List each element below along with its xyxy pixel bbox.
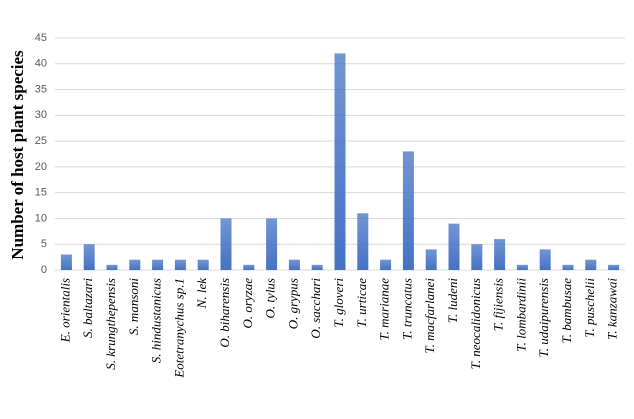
bar — [585, 259, 597, 270]
y-tick-label: 40 — [35, 58, 47, 70]
x-tick-label: T. ludeni — [445, 278, 460, 324]
bar — [220, 218, 232, 270]
x-tick-label: T. macfarlanei — [422, 278, 437, 354]
y-tick-label: 15 — [35, 187, 47, 199]
bar — [357, 213, 369, 270]
bar — [562, 264, 574, 270]
bar — [539, 249, 551, 270]
bar — [380, 259, 392, 270]
y-tick-label: 10 — [35, 212, 47, 224]
y-tick-label: 45 — [35, 32, 47, 44]
y-tick-label: 20 — [35, 161, 47, 173]
x-tick-label: T. truncatus — [399, 278, 414, 340]
y-tick-label: 5 — [41, 238, 47, 250]
bar — [288, 259, 300, 270]
x-tick-label: O. tylus — [263, 278, 278, 318]
x-tick-label: T. urticae — [354, 278, 369, 328]
bar — [448, 223, 460, 270]
x-tick-label: Eotetranychus sp.1 — [171, 278, 186, 379]
bar — [197, 259, 209, 270]
x-tick-label: S. mansoni — [126, 278, 141, 335]
y-tick-label: 35 — [35, 83, 47, 95]
x-tick-label: S. hindustanicus — [149, 278, 164, 363]
x-tick-label: T. gloveri — [331, 278, 346, 328]
bar — [311, 264, 323, 270]
bar — [106, 264, 118, 270]
x-tick-label: S. krungthepensis — [103, 278, 118, 370]
y-tick-label: 0 — [41, 264, 47, 276]
x-tick-label: T. puschelii — [582, 278, 597, 338]
y-tick-label: 30 — [35, 109, 47, 121]
bar — [516, 264, 528, 270]
bar — [471, 244, 483, 270]
bar — [266, 218, 278, 270]
x-tick-label: O. sacchari — [308, 278, 323, 339]
bar — [494, 239, 506, 270]
x-tick-label: O. oryzae — [240, 278, 255, 329]
bar — [425, 249, 437, 270]
bar — [60, 254, 72, 270]
bar — [174, 259, 186, 270]
x-tick-label: S. baltazari — [80, 278, 95, 338]
bar — [608, 264, 620, 270]
x-tick-label: T. fijiensis — [491, 278, 506, 331]
x-tick-label: T. udaipurensis — [536, 278, 551, 357]
bar — [243, 264, 255, 270]
bar — [129, 259, 141, 270]
x-tick-label: T. marianae — [377, 278, 392, 341]
x-tick-label: N. lek — [194, 278, 209, 310]
y-tick-label: 25 — [35, 135, 47, 147]
bar — [83, 244, 95, 270]
x-tick-label: O. grypus — [285, 278, 300, 329]
bar — [152, 259, 164, 270]
x-tick-label: T. kanzawai — [605, 278, 620, 340]
bar — [334, 53, 346, 270]
x-tick-label: O. biharensis — [217, 278, 232, 348]
x-tick-label: E. orientalis — [57, 278, 72, 343]
y-axis-title: Number of host plant species — [8, 50, 27, 260]
x-tick-label: T. bambusae — [559, 278, 574, 344]
x-tick-label: T. lombardinii — [513, 278, 528, 352]
bar — [402, 151, 414, 270]
x-tick-label: T. neocalidonicus — [468, 278, 483, 369]
